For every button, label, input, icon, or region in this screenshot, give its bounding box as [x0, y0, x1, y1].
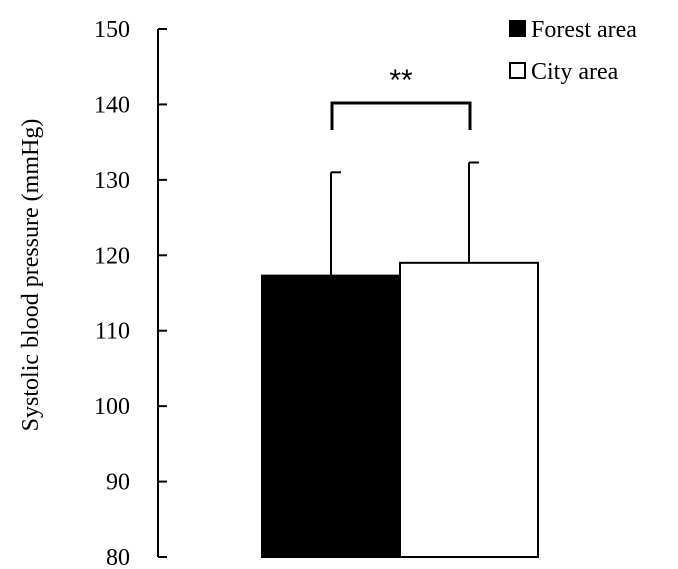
y-tick-label: 90	[106, 470, 130, 496]
y-tick-label: 80	[106, 545, 130, 569]
y-axis-ticks: 80 90 100 110 120 130 140 150	[94, 17, 167, 569]
significance-bracket-line	[330, 101, 472, 130]
legend-label: Forest area	[531, 17, 637, 43]
significance-label: **	[389, 64, 413, 97]
legend-swatch	[509, 62, 526, 79]
legend-swatch	[509, 20, 526, 37]
bars	[261, 161, 539, 558]
y-axis-title: Systolic blood pressure (mmHg)	[18, 119, 44, 432]
legend-label: City area	[531, 59, 619, 85]
bar-forest-area	[261, 274, 401, 558]
y-tick-label: 130	[94, 168, 130, 194]
y-tick-label: 100	[94, 394, 130, 420]
bar-city-area	[399, 261, 539, 558]
legend: Forest area City area	[509, 17, 637, 85]
significance-bracket	[330, 101, 472, 130]
y-tick-label: 120	[94, 243, 130, 269]
y-tick-label: 110	[95, 319, 130, 345]
y-tick-label: 140	[94, 92, 130, 118]
y-tick-label: 150	[94, 17, 130, 43]
